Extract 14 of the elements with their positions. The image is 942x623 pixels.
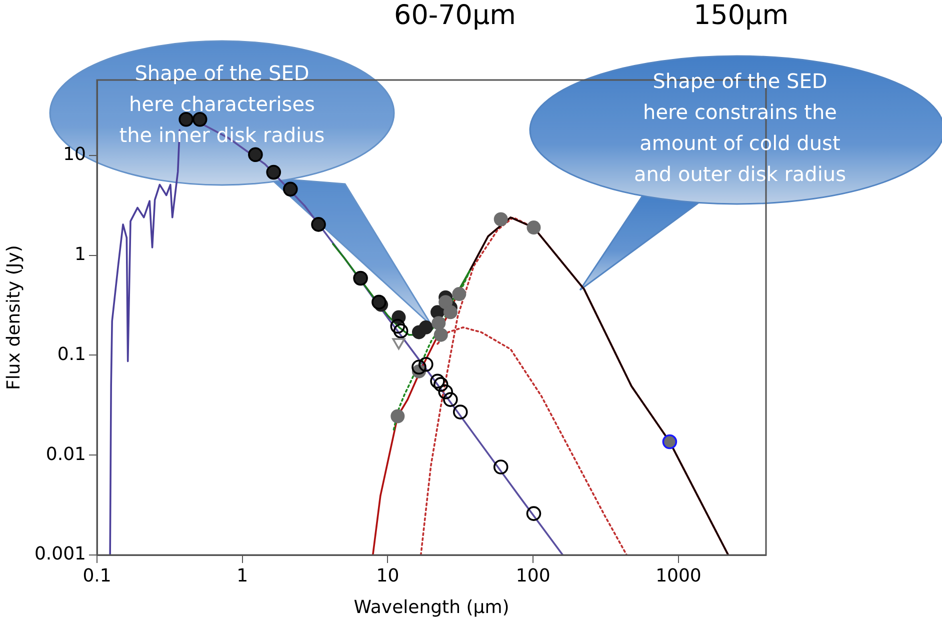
y-axis-title: Flux density (Jy) — [3, 245, 24, 390]
x-tick-label: 1000 — [656, 565, 702, 586]
text: 150µm — [693, 0, 789, 31]
x-axis-title: Wavelength (µm) — [354, 596, 510, 618]
y-tick-label: 1 — [74, 244, 86, 266]
y-tick-label: 0.01 — [46, 444, 86, 465]
y-tick-label: 0.001 — [34, 544, 86, 565]
x-tick-label: 100 — [516, 565, 550, 586]
y-tick-label: 10 — [63, 144, 86, 166]
y-tick-label: 0.1 — [57, 344, 86, 365]
x-tick-label: 0.1 — [82, 565, 112, 586]
text: 60-70µm — [394, 0, 516, 31]
x-tick-label: 1 — [236, 565, 248, 586]
x-tick-label: 10 — [376, 565, 400, 586]
